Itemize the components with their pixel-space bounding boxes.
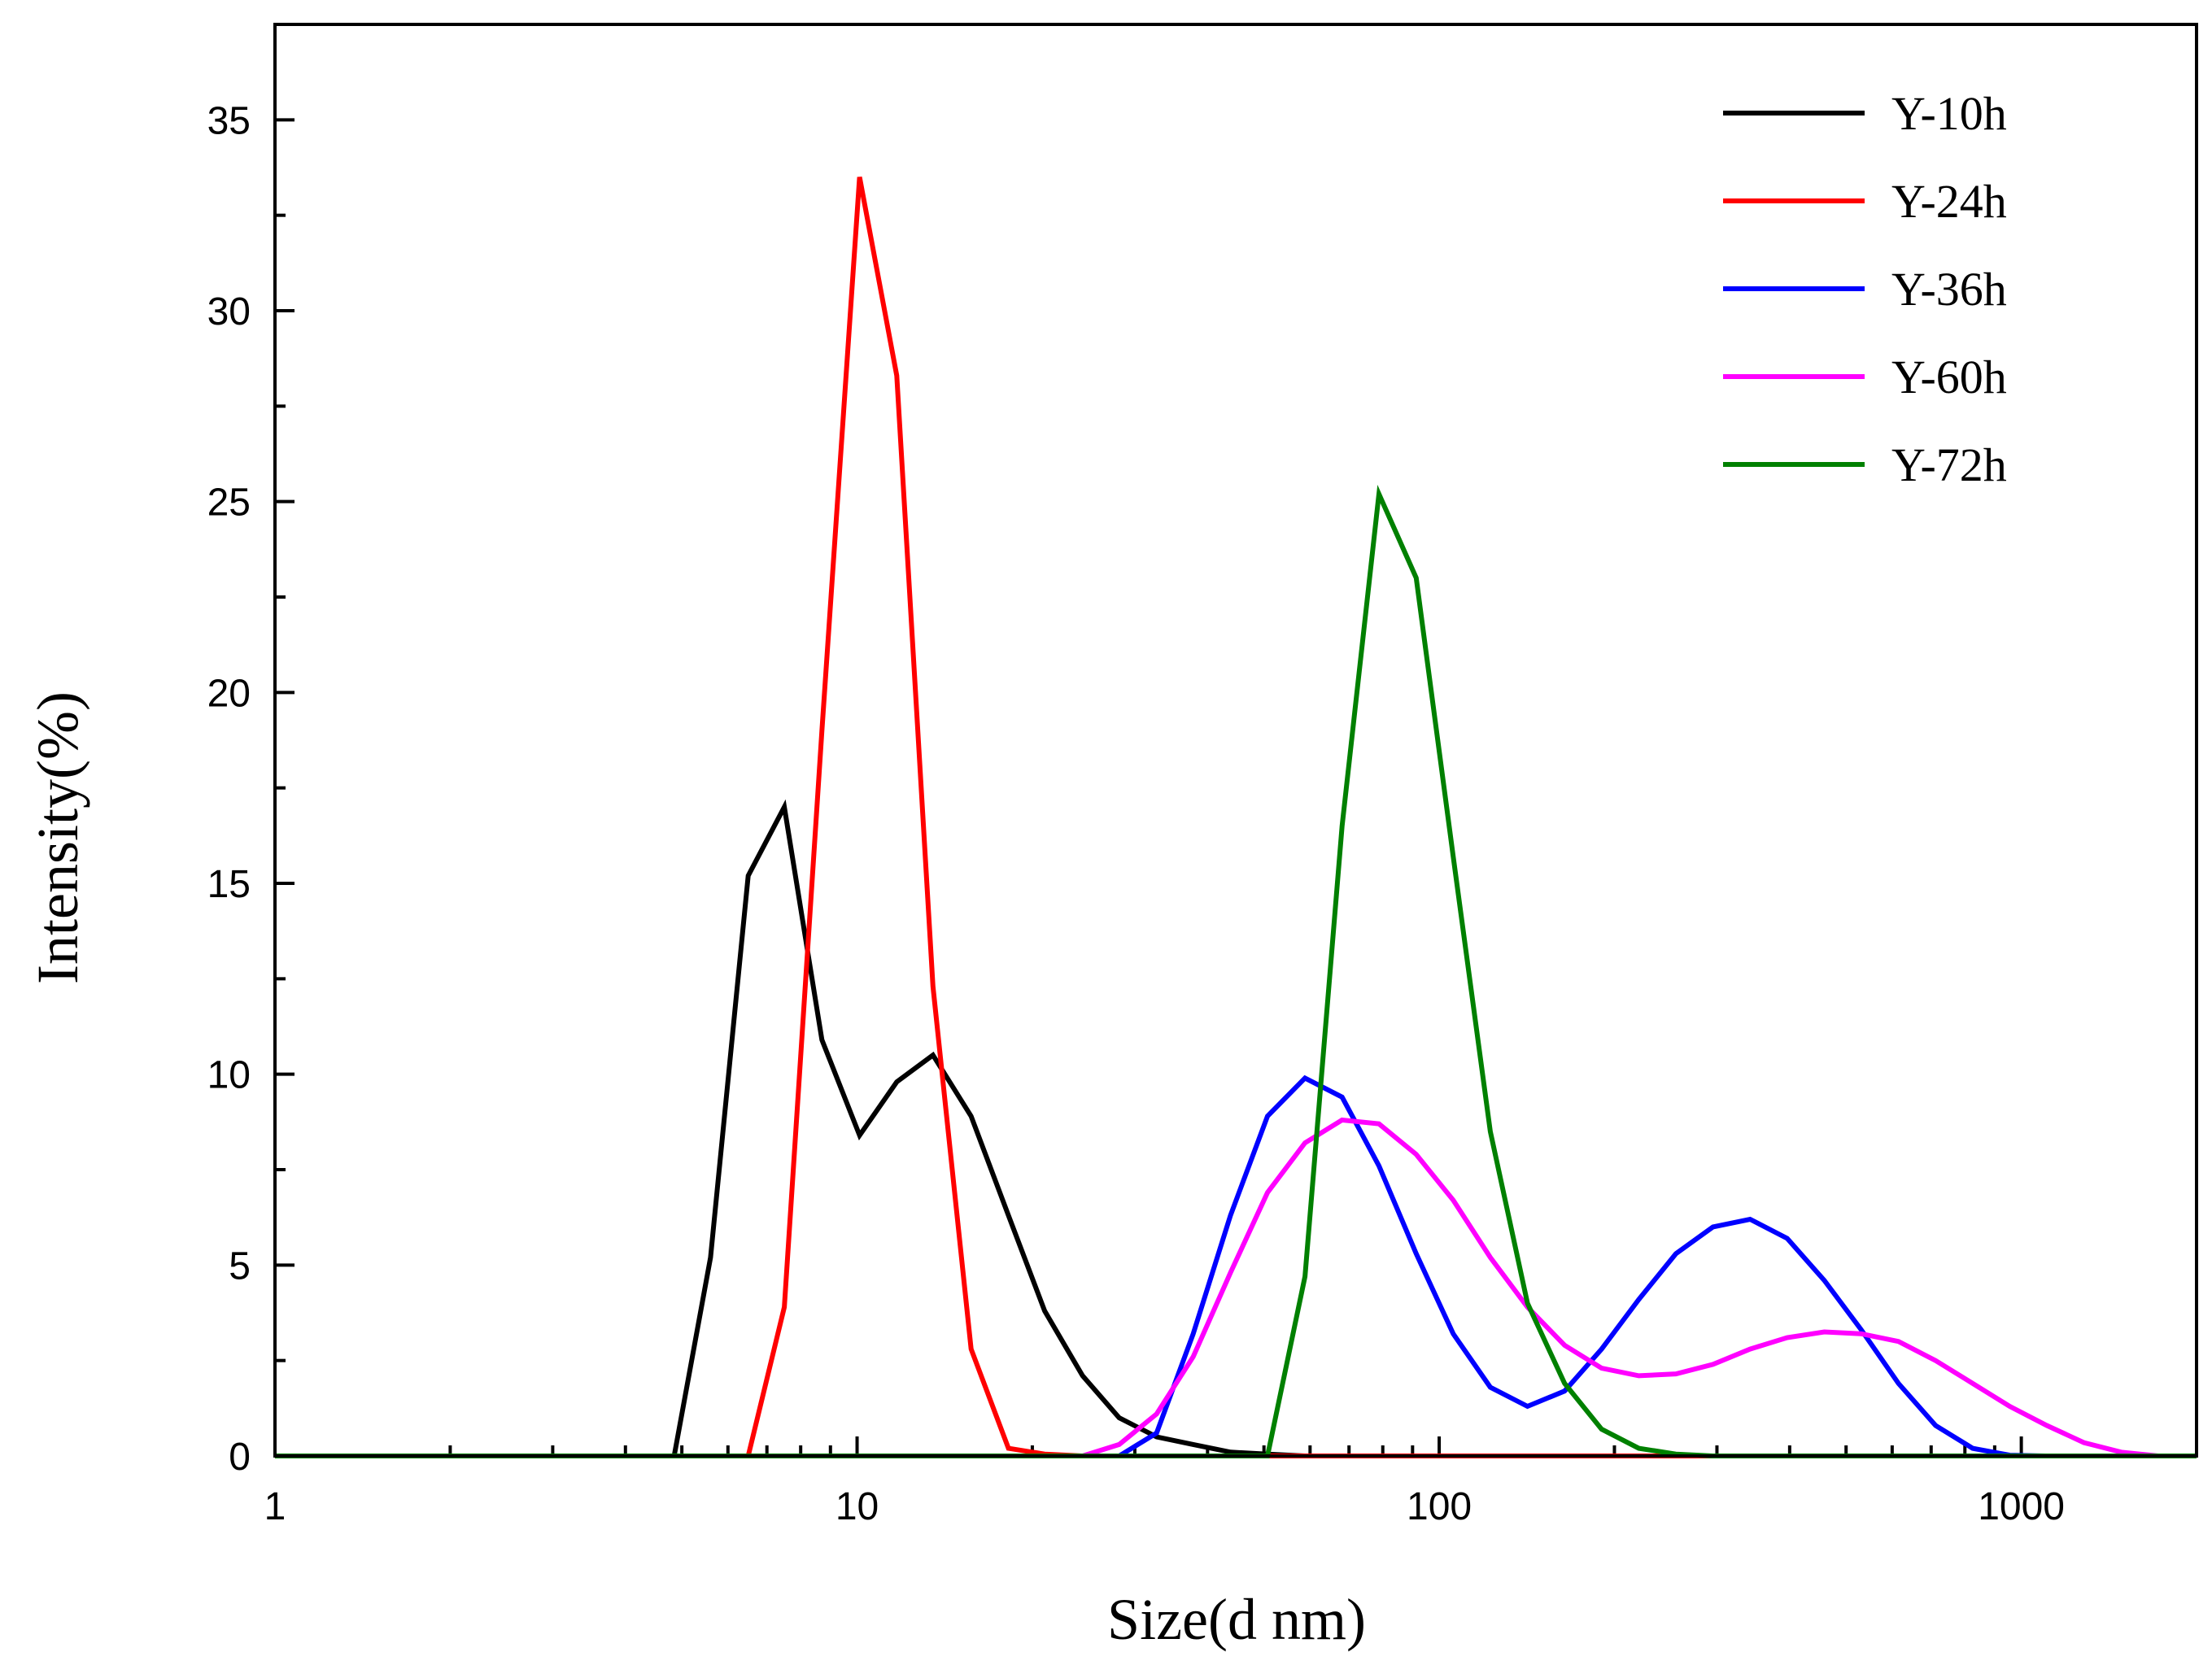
series-line-y-36h [275, 1074, 2197, 1458]
x-tick-label: 100 [1407, 1485, 1472, 1528]
y-tick-label: 25 [207, 482, 251, 525]
legend-label: Y-72h [1891, 438, 2007, 491]
tick-labels: 1 10 100 1000 0 5 10 15 20 25 30 35 [207, 99, 2065, 1528]
series-line-y-60h [275, 1117, 2197, 1458]
y-tick-label: 20 [207, 672, 251, 715]
y-tick-label: 30 [207, 290, 251, 333]
x-tick-label: 10 [835, 1485, 879, 1528]
y-tick-label: 35 [207, 99, 251, 142]
y-tick-label: 15 [207, 863, 251, 906]
series-line-y-72h [275, 484, 2197, 1458]
series-line-y-10h [275, 799, 2197, 1458]
y-tick-label: 0 [229, 1436, 251, 1479]
x-tick-label: 1 [264, 1485, 286, 1528]
legend: Y-10h Y-24h Y-36h Y-60h Y-72h [1723, 87, 2007, 491]
legend-label: Y-60h [1891, 351, 2007, 403]
y-axis-title: Intensity(%) [25, 691, 90, 984]
y-tick-label: 10 [207, 1054, 251, 1097]
y-tick-label: 5 [229, 1244, 251, 1288]
legend-label: Y-10h [1891, 87, 2007, 140]
legend-label: Y-36h [1891, 263, 2007, 316]
plot-frame [273, 23, 2198, 1458]
x-tick-label: 1000 [1978, 1485, 2065, 1528]
legend-label: Y-24h [1891, 175, 2007, 228]
x-axis-title: Size(d nm) [1107, 1587, 1366, 1652]
